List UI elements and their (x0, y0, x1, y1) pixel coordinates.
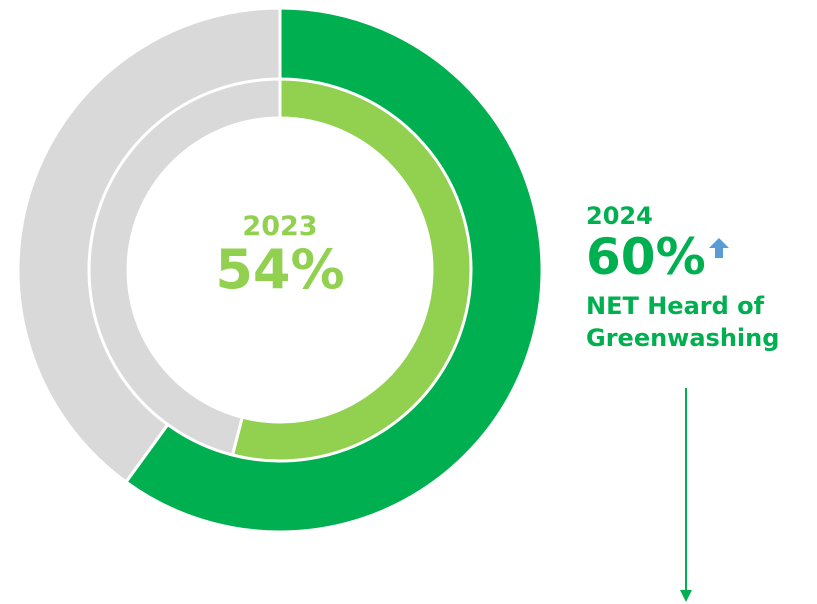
side-caption: NET Heard of Greenwashing (586, 290, 779, 354)
center-value-label: 54% (215, 238, 345, 301)
up-arrow-icon (708, 238, 729, 258)
side-label: 2024 60% NET Heard of Greenwashing (586, 202, 779, 354)
side-caption-line2: Greenwashing (586, 324, 780, 352)
ring-layer (16, 6, 544, 534)
side-value-row: 60% (586, 230, 779, 284)
side-value-label: 60% (586, 228, 706, 286)
side-year-label: 2024 (586, 202, 653, 230)
center-year-label: 2023 (242, 211, 318, 242)
side-caption-line1: NET Heard of (586, 292, 765, 320)
ring-2023-remainder-segment (87, 77, 282, 457)
center-label: 2023 54% (160, 212, 400, 298)
ring-2023-value-segment (231, 77, 473, 463)
pointer-arrow-head (680, 590, 692, 602)
